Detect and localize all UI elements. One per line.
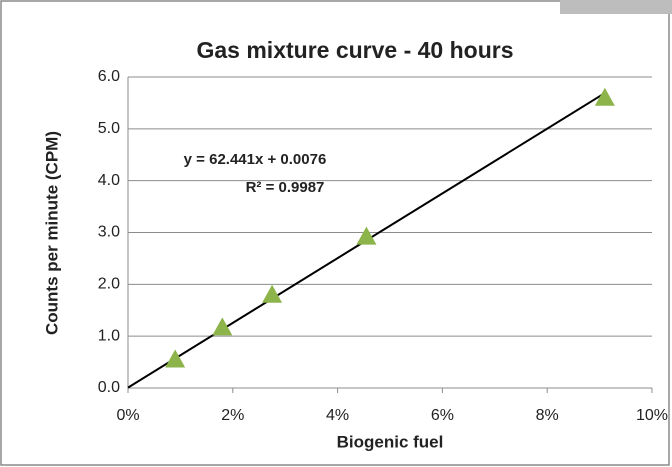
y-tick-label: 1.0 [98, 327, 120, 344]
x-tick-label: 8% [536, 407, 559, 424]
data-point [594, 87, 615, 106]
y-tick-label: 0.0 [98, 379, 120, 396]
y-axis-label: Counts per minute (CPM) [42, 131, 61, 335]
r-squared: R² = 0.9987 [246, 179, 325, 196]
y-tick-label: 2.0 [98, 276, 120, 293]
y-tick-label: 6.0 [98, 68, 120, 85]
trendline-equation: y = 62.441x + 0.0076 [184, 151, 327, 168]
x-tick-label: 4% [326, 407, 349, 424]
data-point [262, 284, 283, 303]
data-point [165, 349, 186, 368]
x-tick-label: 10% [636, 407, 668, 424]
chart-title: Gas mixture curve - 40 hours [196, 37, 513, 63]
y-tick-label: 3.0 [98, 224, 120, 241]
cropped-image-fragment [560, 0, 672, 14]
data-point [356, 226, 377, 245]
x-axis-label: Biogenic fuel [337, 432, 444, 451]
data-point [212, 317, 233, 336]
y-tick-label: 5.0 [98, 120, 120, 137]
y-tick-label: 4.0 [98, 172, 120, 189]
x-tick-label: 2% [221, 407, 244, 424]
x-tick-label: 0% [116, 407, 139, 424]
x-tick-label: 6% [431, 407, 454, 424]
